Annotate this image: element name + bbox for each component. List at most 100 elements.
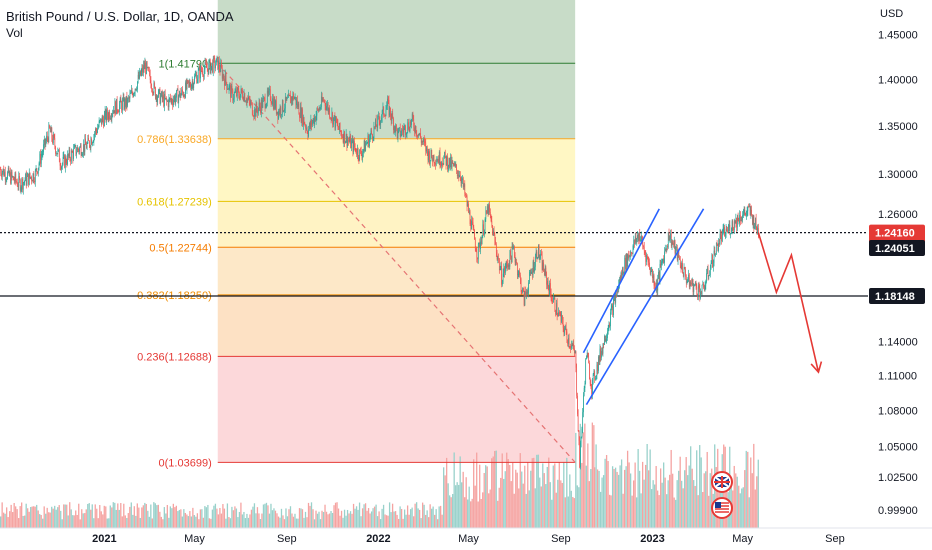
candle-body: [590, 383, 592, 386]
candle-body: [46, 135, 47, 142]
volume-bar: [391, 503, 394, 528]
candle-body: [40, 155, 42, 164]
candle-body: [504, 267, 505, 273]
candle-body: [266, 90, 268, 104]
candle-body: [464, 184, 466, 195]
candle-body: [710, 263, 712, 268]
candle-body: [137, 81, 138, 90]
candle-body: [366, 142, 368, 144]
candle-body: [164, 94, 165, 107]
candle-body: [182, 92, 184, 97]
candle-body: [535, 251, 537, 258]
candle-body: [569, 346, 571, 347]
candle-body: [530, 272, 532, 274]
candle-body: [673, 240, 675, 245]
candle-body: [552, 300, 553, 303]
volume-bar: [169, 506, 171, 528]
candle-body: [64, 157, 66, 168]
candle-body: [37, 171, 38, 174]
candle-body: [587, 352, 589, 358]
volume-bar: [273, 508, 275, 528]
price-scale[interactable]: 1.450001.400001.350001.300001.260001.140…: [878, 30, 918, 517]
candle-body: [189, 82, 191, 87]
candle-body: [66, 163, 68, 165]
candle-body: [308, 129, 309, 137]
volume-bar: [46, 507, 48, 528]
volume-bar: [360, 516, 362, 528]
candle-body: [164, 94, 166, 99]
volume-bar: [4, 513, 6, 528]
volume-bar: [265, 502, 268, 528]
candle-body: [253, 116, 255, 117]
candle-body: [483, 230, 485, 235]
time-scale[interactable]: 2021 May Sep 2022 May Sep 2023 May Sep: [0, 527, 932, 545]
candle-body: [3, 168, 5, 177]
candle-body: [320, 107, 321, 109]
volume-bar: [298, 508, 301, 528]
volume-bar: [189, 511, 191, 528]
candle-body: [142, 67, 144, 73]
candle-body: [641, 236, 643, 241]
candle-body: [725, 228, 727, 234]
volume-bar: [375, 504, 377, 528]
candle-body: [31, 177, 32, 181]
volume-bar: [548, 457, 550, 528]
volume-bar: [664, 477, 666, 528]
volume-bar: [135, 515, 137, 528]
candle-body: [700, 291, 702, 295]
candle-body: [610, 312, 611, 327]
candle-body: [410, 121, 412, 125]
candle-body: [339, 123, 341, 131]
candle-body: [120, 98, 122, 103]
candle-body: [688, 274, 690, 288]
volume-bar: [232, 510, 235, 528]
candle-body: [78, 149, 80, 152]
candle-body: [158, 89, 160, 90]
candle-body: [154, 83, 156, 88]
candle-body: [342, 136, 343, 138]
volume-bar: [198, 519, 200, 528]
candle-body: [274, 99, 276, 109]
volume-bar: [246, 513, 248, 528]
uk-flag-icon[interactable]: [711, 471, 733, 493]
candle-body: [634, 239, 635, 244]
candle-body: [537, 257, 538, 259]
candle-body: [489, 204, 490, 213]
us-flag-icon[interactable]: [711, 497, 733, 519]
volume-bar: [578, 487, 580, 528]
candle-body: [305, 125, 306, 129]
candle-body: [586, 352, 588, 357]
volume-bar: [745, 450, 747, 528]
volume-bar: [467, 499, 469, 528]
horizontal-lines[interactable]: [0, 232, 868, 297]
candle-body: [310, 119, 312, 128]
candle-body: [474, 230, 475, 240]
candle-body: [622, 267, 624, 274]
candle-body: [676, 246, 677, 248]
volume-bar: [691, 468, 693, 528]
volume-bar: [622, 493, 624, 528]
price-tick-label: 1.11000: [878, 371, 917, 383]
candle-body: [195, 74, 197, 76]
candle-body: [304, 124, 306, 126]
candle-body: [234, 92, 236, 93]
volume-bar: [456, 482, 458, 528]
volume-bar: [129, 506, 131, 528]
candle-body: [477, 243, 479, 260]
trend-drawings[interactable]: [582, 208, 823, 406]
volume-bar: [409, 509, 412, 528]
candle-body: [650, 270, 652, 274]
candle-body: [74, 145, 76, 147]
candle-body: [273, 99, 275, 110]
candle-body: [88, 138, 89, 141]
candle-body: [703, 283, 704, 288]
candle-body: [61, 163, 63, 167]
candle-body: [606, 337, 608, 339]
candle-body: [286, 97, 288, 101]
candle-body: [727, 230, 728, 232]
candle-body: [649, 262, 650, 269]
volume-bar: [585, 465, 587, 528]
volume-bar: [507, 459, 509, 528]
candle-body: [60, 165, 62, 170]
